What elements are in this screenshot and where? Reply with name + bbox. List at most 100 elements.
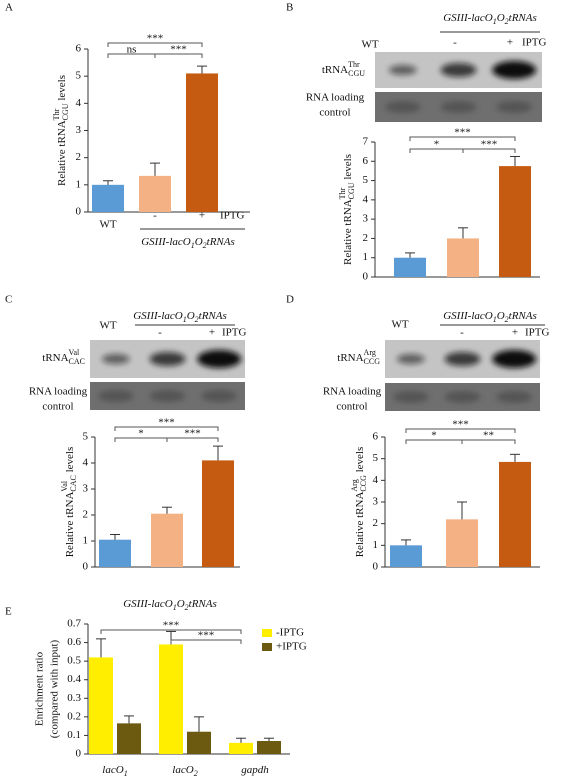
error-bar xyxy=(124,715,134,724)
blot-band xyxy=(492,350,537,368)
label-sub: CAC xyxy=(69,357,85,366)
y-tick-label: 4 xyxy=(363,193,369,205)
y-tick-label: 1 xyxy=(76,178,82,190)
significance-label: *** xyxy=(163,620,180,632)
blot-band xyxy=(396,354,425,364)
y-label: Relative tRNAThrCGU levels xyxy=(338,154,356,265)
y-tick-label: 0.3 xyxy=(67,692,81,704)
label-part: O xyxy=(497,310,505,322)
y-tick-label: 5 xyxy=(363,174,369,186)
category-label: + xyxy=(199,210,205,222)
category-label: - xyxy=(158,327,162,339)
label-part: 2 xyxy=(505,17,509,26)
label-sub: CCG xyxy=(364,357,381,366)
bar xyxy=(447,238,479,277)
error-bar xyxy=(150,162,160,176)
label-part: GSIII-lacO xyxy=(141,236,191,248)
label-sub: CGU xyxy=(61,103,70,120)
y-tick-label: 0 xyxy=(363,271,369,283)
significance-label: ** xyxy=(483,430,494,442)
y-tick-label: 3 xyxy=(363,213,369,225)
bar xyxy=(202,460,234,567)
error-bar xyxy=(405,252,415,258)
significance-label: *** xyxy=(452,419,469,431)
loading-band xyxy=(97,390,134,402)
loading-band xyxy=(149,390,186,402)
label-part: gapdh xyxy=(241,764,269,776)
category-label: + xyxy=(512,327,518,339)
significance-label: *** xyxy=(198,630,215,642)
category-label: - xyxy=(460,327,464,339)
blot-band xyxy=(492,61,537,79)
y-tick-label: 2 xyxy=(373,517,379,529)
label-part: tRNAs xyxy=(189,598,217,610)
panel-letter: A xyxy=(5,2,13,14)
category-label: WT xyxy=(391,319,408,331)
y-tick-label: 1 xyxy=(83,535,89,547)
category-label: + xyxy=(507,37,513,49)
treatment-label: IPTG xyxy=(525,327,550,339)
bar xyxy=(499,166,531,277)
bar xyxy=(89,657,113,754)
category-label: - xyxy=(453,37,457,49)
label: lacO1 xyxy=(102,764,127,779)
y-tick-label: 5 xyxy=(373,452,379,464)
error-bar xyxy=(236,737,246,743)
significance-label: *** xyxy=(481,139,498,151)
error-bar xyxy=(194,716,204,732)
y-label: Relative tRNAArgCCG levels xyxy=(350,447,368,558)
label-part: Relative tRNA xyxy=(56,120,68,186)
y-label: Relative tRNAThrCGU levels xyxy=(52,75,70,186)
treatment-label: IPTG xyxy=(220,210,245,222)
y-tick-label: 3 xyxy=(76,124,82,136)
label-sup: Thr xyxy=(338,187,347,199)
label: GSIII-lacO1O2tRNAs xyxy=(443,310,537,325)
category-label: WT xyxy=(99,320,116,332)
label-part: 2 xyxy=(505,315,509,324)
significance-label: * xyxy=(138,428,144,440)
loading-band xyxy=(444,391,481,403)
significance-label: *** xyxy=(170,44,187,56)
label: GSIII-lacO1O2tRNAs xyxy=(133,310,227,325)
bar xyxy=(139,175,171,212)
y-tick-label: 7 xyxy=(363,136,369,148)
label-part: O xyxy=(187,310,195,322)
label-sub: CGU xyxy=(348,69,365,78)
label: gapdh xyxy=(241,764,269,776)
significance-label: ns xyxy=(127,44,137,56)
bar xyxy=(99,539,131,567)
legend-label: -IPTG xyxy=(276,627,304,639)
label-part: levels xyxy=(56,75,68,103)
label-part: 1 xyxy=(183,315,187,324)
significance-bracket xyxy=(154,53,203,58)
significance-bracket xyxy=(170,639,242,644)
bar xyxy=(159,644,183,754)
error-bar xyxy=(510,453,520,462)
blot-band xyxy=(388,65,417,75)
label-part: GSIII-lacO xyxy=(123,598,173,610)
y-tick-label: 0.4 xyxy=(67,673,81,685)
y-tick-label: 3 xyxy=(83,483,89,495)
bar xyxy=(186,73,218,212)
significance-bracket xyxy=(409,136,516,141)
label-part: tRNA xyxy=(337,352,363,364)
y-tick-label: 4 xyxy=(373,474,379,486)
bar xyxy=(257,741,281,754)
significance-label: *** xyxy=(158,417,175,429)
label: GSIII-lacO1O2tRNAs xyxy=(443,12,537,27)
label-part: 2 xyxy=(203,241,207,250)
label-sub: CAC xyxy=(69,475,78,491)
label-part: tRNAs xyxy=(207,236,235,248)
significance-label: * xyxy=(434,139,440,151)
label-part: lacO xyxy=(102,764,123,776)
treatment-label: IPTG xyxy=(222,327,247,339)
loading-band xyxy=(201,390,238,402)
error-bar xyxy=(96,638,106,658)
y-tick-label: 6 xyxy=(363,155,369,167)
loading-band xyxy=(392,391,429,403)
blot-band xyxy=(444,352,481,366)
y-tick-label: 4 xyxy=(76,97,82,109)
significance-bracket xyxy=(107,42,203,47)
error-bar xyxy=(264,737,274,741)
label-part: 1 xyxy=(493,315,497,324)
